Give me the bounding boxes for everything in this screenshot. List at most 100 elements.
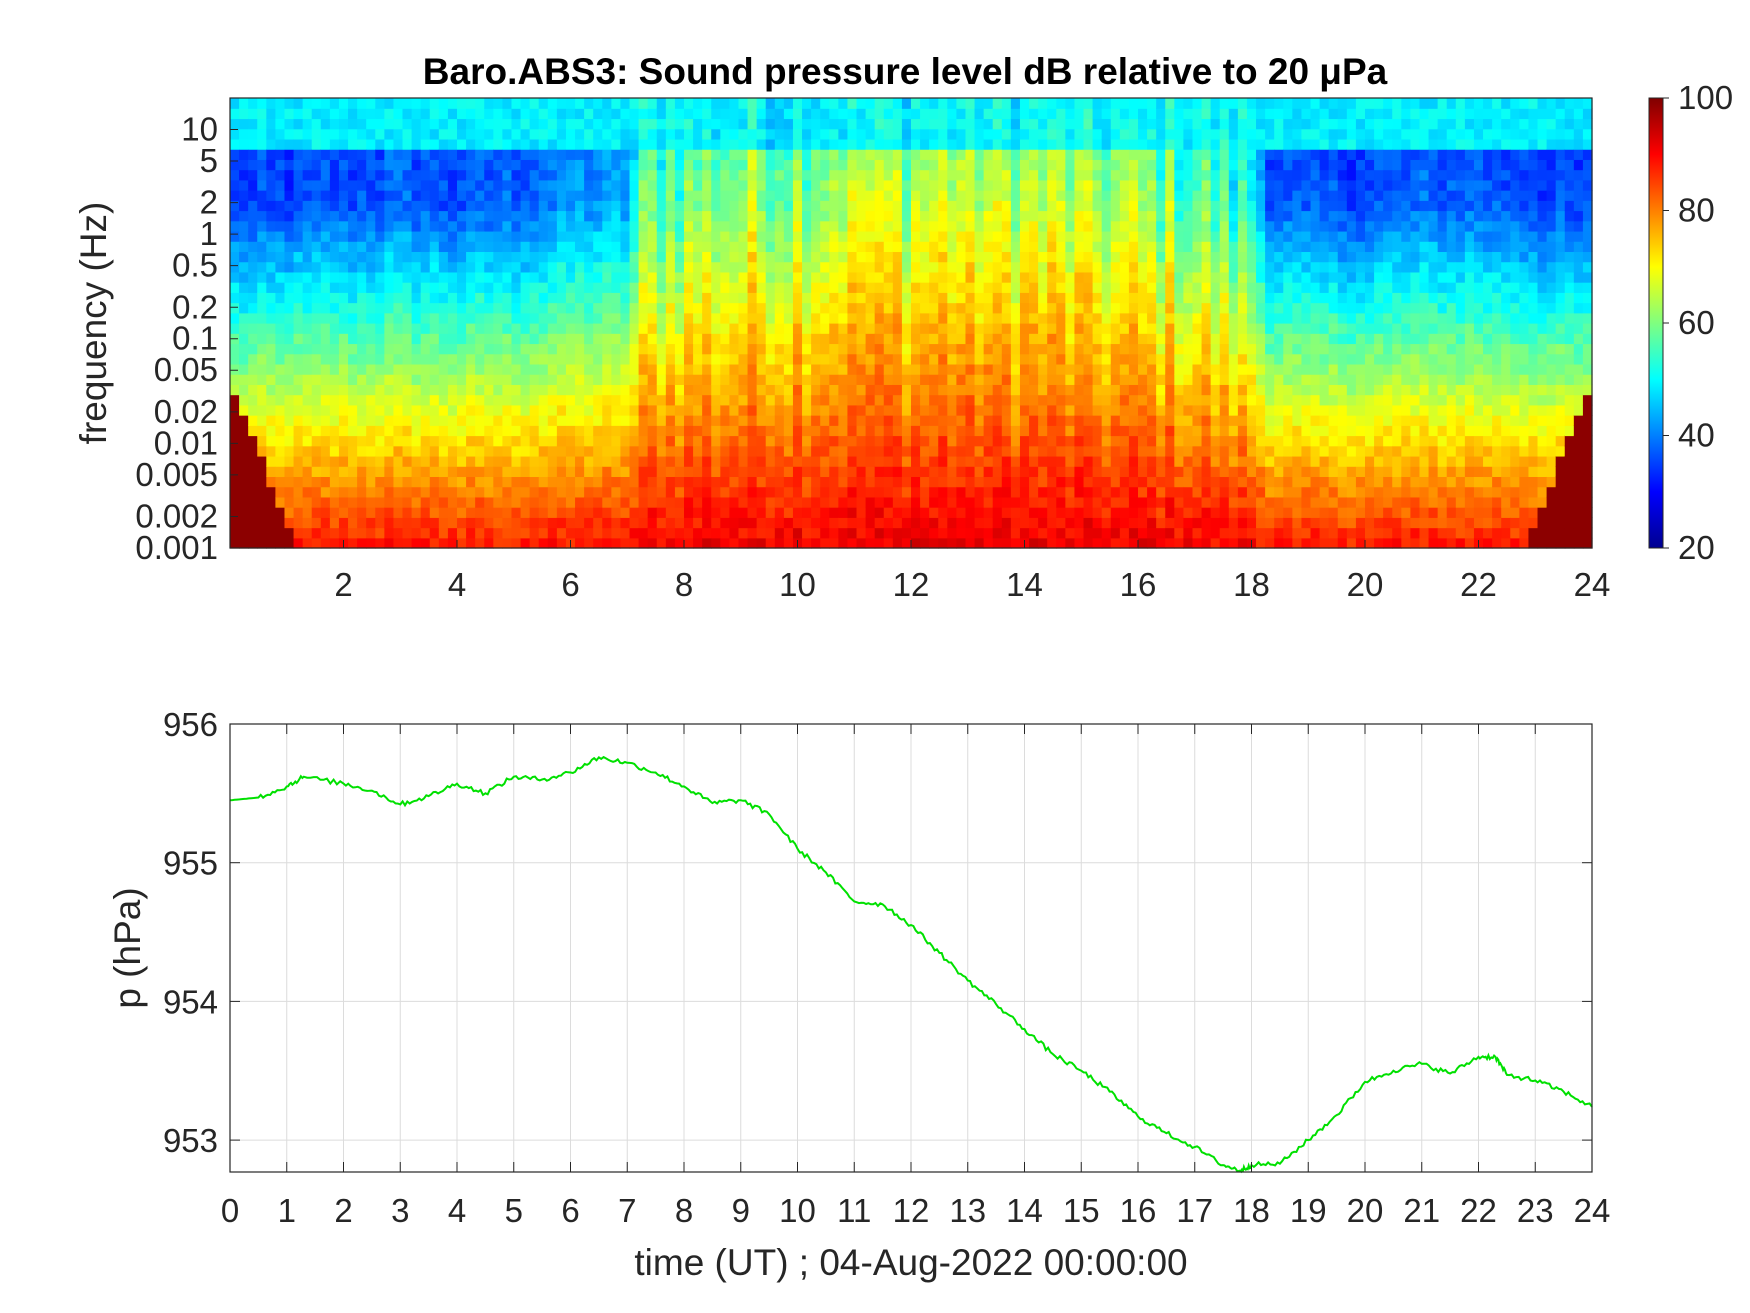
spectrogram-cell [747, 282, 758, 293]
spectrogram-cell [311, 517, 322, 529]
spectrogram-cell [320, 128, 331, 140]
spectrogram-cell [484, 271, 494, 283]
spectrogram-cell [248, 138, 258, 150]
spectrogram-cell [438, 476, 449, 488]
spectrogram-cell [484, 251, 494, 263]
spectrogram-cell [874, 415, 885, 426]
spectrogram-cell [811, 323, 821, 334]
spectrogram-cell [593, 445, 603, 457]
spectrogram-cell [802, 138, 812, 150]
spectrogram-cell [1128, 333, 1139, 345]
spectrogram-cell [520, 415, 531, 426]
spectrogram-cell [556, 179, 567, 191]
spectrogram-cell [584, 486, 594, 498]
spectrogram-cell [883, 476, 894, 488]
spectrogram-cell [720, 230, 730, 242]
spectrogram-cell [883, 230, 894, 242]
spectrogram-cell [992, 128, 1003, 140]
spectrogram-cell [1119, 261, 1130, 273]
spectrogram-cell [838, 537, 849, 549]
spectrogram-cell [811, 455, 821, 467]
spectrogram-cell [375, 445, 385, 457]
spectrogram-cell [493, 435, 503, 447]
spectrogram-cell [620, 466, 631, 478]
spectrogram-cell [1246, 527, 1257, 539]
spectrogram-cell [1110, 323, 1121, 334]
spectrogram-cell [375, 415, 385, 426]
spectrogram-cell [284, 149, 295, 160]
spectrogram-cell [1246, 282, 1257, 293]
spectrogram-cell [820, 159, 830, 171]
spectrogram-cell [693, 425, 703, 437]
spectrogram-cell [711, 517, 721, 529]
spectrogram-cell [892, 353, 903, 365]
spectrogram-cell [1110, 271, 1121, 283]
spectrogram-cell [1246, 415, 1257, 426]
spectrogram-cell [329, 394, 340, 406]
spectrogram-cell [929, 466, 939, 478]
spectrogram-cell [1256, 476, 1266, 488]
spectrogram-cell [556, 138, 567, 150]
spectrogram-cell [502, 128, 513, 140]
spectrogram-cell [393, 507, 404, 518]
spectrogram-cell [965, 302, 976, 314]
spectrogram-cell [1056, 190, 1066, 201]
spectrogram-cell [429, 517, 440, 529]
spectrogram-cell [1110, 486, 1121, 498]
spectrogram-cell [575, 190, 585, 201]
spectrogram-cell [811, 220, 821, 232]
spectrogram-cell [702, 435, 712, 447]
spectrogram-cell [865, 312, 876, 324]
spectrogram-cell [366, 404, 376, 416]
spectrogram-cell [965, 466, 976, 478]
spectrogram-cell [1192, 384, 1203, 396]
spectrogram-cell [1101, 271, 1112, 283]
spectrogram-cell [1029, 108, 1039, 120]
spectrogram-cell [239, 435, 249, 447]
spectrogram-cell [829, 200, 839, 212]
spectrogram-cell [447, 384, 458, 396]
spectrogram-cell [901, 149, 912, 160]
spectrogram-cell [938, 333, 948, 345]
spectrogram-cell [1210, 149, 1221, 160]
spectrogram-cell [1165, 200, 1175, 212]
spectrogram-cell [829, 230, 839, 242]
spectrogram-cell [720, 149, 730, 160]
spectrogram-cell [1056, 466, 1066, 478]
spectrogram-cell [738, 353, 749, 365]
spectrogram-cell [1210, 128, 1221, 140]
spectrogram-cell [275, 138, 286, 150]
spectrogram-cell [1256, 404, 1266, 416]
spectrogram-cell [1165, 527, 1175, 539]
spectrogram-cell [1083, 190, 1094, 201]
spectrogram-cell [629, 374, 640, 385]
spectrogram-cell [829, 496, 839, 508]
spectrogram-cell [466, 527, 476, 539]
spectrogram-cell [711, 435, 721, 447]
spectrogram-cell [992, 394, 1003, 406]
spectrogram-cell [983, 241, 994, 253]
spectrogram-cell [665, 251, 676, 263]
spectrogram-cell [1201, 496, 1212, 508]
spectrogram-cell [556, 292, 567, 304]
spectrogram-cell [883, 435, 894, 447]
spectrogram-cell [420, 537, 431, 549]
spectrogram-cell [829, 435, 839, 447]
spectrogram-cell [1147, 292, 1157, 304]
spectrogram-cell [484, 292, 494, 304]
spectrogram-cell [493, 230, 503, 242]
spectrogram-cell [674, 138, 685, 150]
spectrogram-cell [811, 486, 821, 498]
spectrogram-cell [1119, 496, 1130, 508]
spectrogram-cell [293, 149, 304, 160]
spectrogram-cell [811, 476, 821, 488]
spectrogram-cell [366, 312, 376, 324]
spectrogram-cell [1210, 435, 1221, 447]
spectrogram-cell [611, 517, 622, 529]
spectrogram-cell [929, 261, 939, 273]
spectrogram-cell [1201, 415, 1212, 426]
spectrogram-cell [338, 179, 349, 191]
spectrogram-cell [338, 363, 349, 375]
spectrogram-cell [956, 179, 967, 191]
spectrogram-cell [402, 220, 413, 232]
